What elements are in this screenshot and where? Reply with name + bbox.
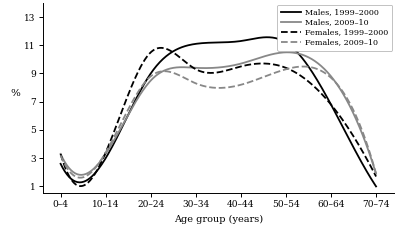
Males, 2009–10 [78,173,83,176]
Females, 2009–10 [59,156,64,159]
Females, 1999–2000 [59,156,64,159]
Females, 1999–2000 [253,62,258,65]
Males, 1999–2000 [251,37,256,40]
Females, 2009–10 [247,81,252,84]
Line: Females, 2009–10: Females, 2009–10 [61,67,376,178]
Females, 1999–2000 [78,185,83,188]
Females, 1999–2000 [346,127,351,130]
Females, 1999–2000 [158,47,163,49]
Females, 2009–10 [58,154,63,157]
Females, 1999–2000 [374,175,378,178]
Females, 2009–10 [252,79,257,82]
Females, 1999–2000 [326,100,331,103]
Females, 1999–2000 [58,153,63,155]
Males, 1999–2000 [245,39,250,41]
Line: Males, 2009–10: Males, 2009–10 [61,52,376,175]
Males, 2009–10 [285,51,290,54]
Females, 2009–10 [326,74,331,77]
Females, 2009–10 [301,65,306,68]
Females, 2009–10 [246,81,251,84]
Males, 2009–10 [252,58,257,61]
Males, 2009–10 [58,153,63,155]
Females, 2009–10 [374,172,378,175]
Females, 1999–2000 [248,63,253,66]
Males, 2009–10 [326,72,331,75]
Males, 1999–2000 [374,185,378,188]
X-axis label: Age group (years): Age group (years) [174,215,263,224]
Females, 2009–10 [78,176,83,179]
Males, 1999–2000 [325,97,330,99]
Males, 1999–2000 [246,38,251,41]
Males, 2009–10 [59,155,64,158]
Males, 1999–2000 [58,163,63,165]
Males, 2009–10 [247,60,252,62]
Legend: Males, 1999–2000, Males, 2009–10, Females, 1999–2000, Females, 2009–10: Males, 1999–2000, Males, 2009–10, Female… [277,5,393,51]
Males, 1999–2000 [265,36,270,39]
Males, 2009–10 [346,102,351,105]
Males, 1999–2000 [59,165,64,167]
Males, 1999–2000 [345,135,350,138]
Females, 2009–10 [346,100,351,102]
Females, 1999–2000 [247,63,252,66]
Males, 2009–10 [246,60,251,63]
Y-axis label: %: % [11,89,21,98]
Line: Females, 1999–2000: Females, 1999–2000 [61,48,376,186]
Line: Males, 1999–2000: Males, 1999–2000 [61,37,376,186]
Males, 2009–10 [374,172,378,175]
